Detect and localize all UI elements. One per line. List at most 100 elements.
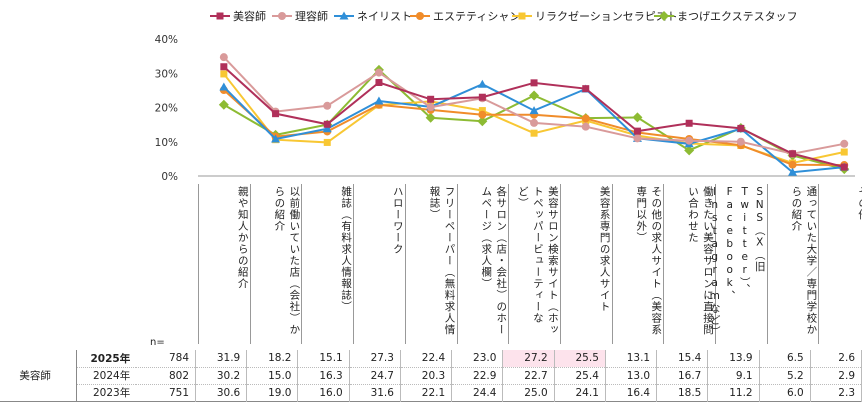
category-column: 美容系専門の求人サイト xyxy=(559,184,612,344)
category-label: その他 xyxy=(857,186,862,221)
data-point-square xyxy=(582,85,590,93)
data-point-square xyxy=(685,119,693,127)
category-column: 通っていた大学／専門学校からの紹介 xyxy=(766,184,819,344)
line-chart: 0% 10% 20% 30% 40% 美容師 理容師 ネイリスト エステティシャン リラクゼーショ… xyxy=(155,9,855,183)
value-cell: 30.2 xyxy=(195,367,248,384)
table-row: 2024年 802 30.2 15.0 16.3 24.7 20.3 22.9 22.7 25.4… xyxy=(0,367,862,384)
data-point-circle xyxy=(685,136,694,145)
value-cell: 15.1 xyxy=(297,350,350,367)
category-label: その他の求人サイト（美容系専門以外） xyxy=(635,186,663,336)
data-point-diamond xyxy=(529,90,540,101)
data-point-circle xyxy=(581,114,590,123)
value-cell: 22.4 xyxy=(400,350,453,367)
category-column: その他 xyxy=(818,184,862,344)
category-column: フリーペーパー（無料求人情報誌） xyxy=(404,184,457,344)
data-point-circle xyxy=(323,101,332,110)
data-point-diamond xyxy=(425,112,436,123)
data-point-circle xyxy=(840,139,849,148)
data-table: 美容師 2025年 784 31.9 18.2 15.1 27.3 22.4 23.0 27.2 2… xyxy=(0,350,862,402)
legend-label: リラクゼーションセラピスト xyxy=(535,10,678,23)
data-point-circle xyxy=(788,160,797,169)
data-point-diamond xyxy=(632,112,643,123)
data-point-triangle xyxy=(529,106,539,115)
n-label: n= xyxy=(150,337,165,348)
series-line xyxy=(223,56,845,155)
category-column: SNS（X（旧Twitter）、Facebook、Instagramなど） xyxy=(708,184,767,344)
data-point-triangle xyxy=(219,82,229,91)
data-point-square xyxy=(427,95,435,103)
value-cell: 18.5 xyxy=(656,384,709,401)
data-point-triangle xyxy=(374,96,384,105)
n-cell: 751 xyxy=(136,384,197,401)
value-cell: 6.0 xyxy=(759,384,811,401)
legend-label: エステティシャン xyxy=(433,10,520,23)
category-label: ハローワーク xyxy=(391,186,404,255)
category-label: 美容サロン検索サイト（ホットペッパービューティーなど） xyxy=(516,186,559,336)
category-column: 以前働いていた店（会社）からの紹介 xyxy=(249,184,302,344)
value-cell: 2.3 xyxy=(810,384,862,401)
y-tick-label: 20% xyxy=(155,103,178,115)
data-point-circle xyxy=(426,103,435,112)
data-point-square xyxy=(216,12,224,20)
data-point-circle xyxy=(278,12,286,20)
value-cell: 11.2 xyxy=(707,384,760,401)
category-label: 美容系専門の求人サイト xyxy=(598,186,611,313)
value-cell: 27.2 xyxy=(502,350,555,367)
y-tick-label: 0% xyxy=(161,171,178,183)
data-point-square xyxy=(633,127,641,135)
data-point-square xyxy=(220,70,228,78)
value-cell: 18.2 xyxy=(246,350,299,367)
value-cell: 25.4 xyxy=(554,367,606,384)
legend-item: ネイリスト xyxy=(334,10,412,23)
data-point-triangle xyxy=(322,124,332,133)
group-label: 美容師 xyxy=(0,350,78,401)
category-label: 通っていた大学／専門学校からの紹介 xyxy=(790,186,818,336)
value-cell: 9.1 xyxy=(707,367,760,384)
category-label: 以前働いていた店（会社）からの紹介 xyxy=(273,186,301,336)
data-point-square xyxy=(840,163,848,171)
category-column: 親や知人からの紹介 xyxy=(198,184,250,344)
value-cell: 2.9 xyxy=(810,367,862,384)
data-point-square xyxy=(518,12,526,20)
value-cell: 31.6 xyxy=(349,384,401,401)
category-column: 各サロン（店・会社）のホームページ（求人欄） xyxy=(456,184,509,344)
data-point-circle xyxy=(416,12,424,20)
data-point-triangle xyxy=(271,134,281,143)
data-point-circle xyxy=(581,122,590,131)
data-point-diamond xyxy=(684,145,695,156)
value-cell: 22.1 xyxy=(400,384,453,401)
legend-item: リラクゼーションセラピスト xyxy=(512,10,678,23)
value-cell: 24.4 xyxy=(451,384,504,401)
data-point-circle xyxy=(633,134,642,143)
category-label: 各サロン（店・会社）のホームページ（求人欄） xyxy=(480,186,508,336)
data-point-square xyxy=(323,120,331,128)
value-cell: 25.5 xyxy=(554,350,606,367)
data-point-square xyxy=(530,79,538,87)
value-cell: 25.0 xyxy=(502,384,555,401)
value-cell: 19.0 xyxy=(246,384,299,401)
category-label: 働きたい美容サロンに直接問い合わせた xyxy=(686,186,714,336)
value-cell: 20.3 xyxy=(400,367,453,384)
data-point-square xyxy=(478,107,486,115)
data-point-circle xyxy=(530,118,539,127)
category-label: SNS（X（旧Twitter）、Facebook、Instagramなど） xyxy=(708,186,766,338)
y-tick-label: 10% xyxy=(155,137,178,149)
legend-label: 理容師 xyxy=(295,9,328,23)
data-point-square xyxy=(478,93,486,101)
data-point-diamond xyxy=(218,99,229,110)
legend-label: ネイリスト xyxy=(357,10,412,23)
data-point-square xyxy=(375,78,383,86)
data-point-square xyxy=(737,124,745,132)
data-point-circle xyxy=(374,68,383,77)
data-point-square xyxy=(789,150,797,158)
category-column: 働きたい美容サロンに直接問い合わせた xyxy=(663,184,715,344)
value-cell: 23.0 xyxy=(451,350,504,367)
data-point-square xyxy=(220,63,228,71)
legend-label: 美容師 xyxy=(233,9,266,23)
table-row: 2023年 751 30.6 19.0 16.0 31.6 22.1 24.4 25.0 24.1… xyxy=(0,384,862,401)
category-column: その他の求人サイト（美容系専門以外） xyxy=(611,184,664,344)
value-cell: 15.4 xyxy=(656,350,709,367)
value-cell: 31.9 xyxy=(195,350,248,367)
n-cell: 784 xyxy=(136,350,197,367)
year-cell: 2025年 xyxy=(90,352,131,365)
